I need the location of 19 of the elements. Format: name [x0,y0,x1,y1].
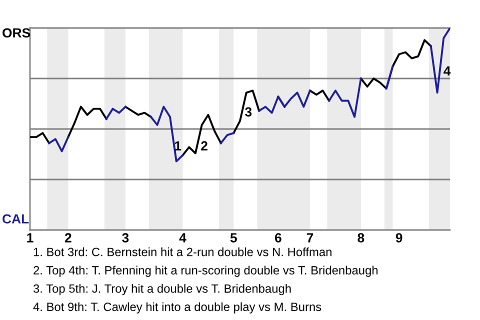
text: CAL [2,214,29,224]
annotation: 1 [175,141,182,150]
x-tick-label: 9 [396,233,402,242]
x-tick-label: 7 [306,233,314,242]
x-tick-label: 6 [274,233,282,242]
annotation: 2 [201,141,208,150]
text: 4. Bot 9th: T. Cawley hit into a double play vs M. Burns [33,302,322,314]
x-tick-label: 5 [230,233,237,242]
annotation: ORS [2,28,30,38]
x-tick-label: 8 [358,233,364,242]
text: 1. Bot 3rd: C. Bernstein hit a 2-run double vs N. Hoffman [34,247,332,256]
annotation: 3 [245,107,252,117]
x-tick-label: 1 [27,233,34,242]
text: 2. Top 4th: T. Pfenning hit a run-scoring double vs T. Bridenbaugh [34,266,378,277]
x-tick-label: 4 [179,233,186,242]
x-tick-label: 2 [64,233,72,242]
annotation: 4 [444,66,451,76]
text: 3. Top 5th: J. Troy hit a double vs T. Bridenbaugh [33,284,291,296]
x-tick-label: 3 [122,233,129,242]
